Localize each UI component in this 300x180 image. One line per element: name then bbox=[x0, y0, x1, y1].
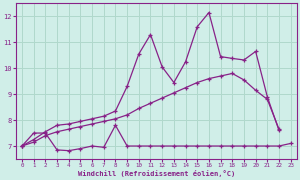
X-axis label: Windchill (Refroidissement éolien,°C): Windchill (Refroidissement éolien,°C) bbox=[78, 170, 235, 177]
